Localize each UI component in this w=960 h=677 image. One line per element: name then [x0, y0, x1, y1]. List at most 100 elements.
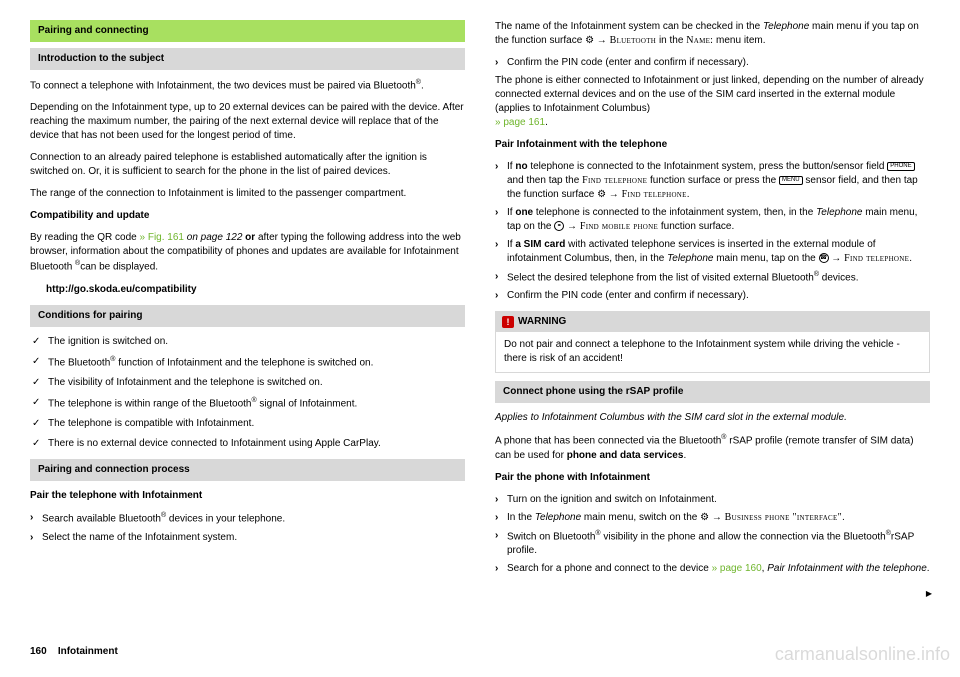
text: In the [507, 512, 535, 523]
pair-telephone-heading: Pair the telephone with Infotainment [30, 489, 465, 503]
text: phone and data services [567, 450, 684, 461]
rsap-steps: Turn on the ignition and switch on Infot… [495, 493, 930, 576]
text: a SIM card [515, 239, 565, 250]
list-item: In the Telephone main menu, switch on th… [495, 511, 930, 525]
text: → [606, 189, 622, 200]
page: Pairing and connecting Introduction to t… [30, 20, 930, 620]
intro-p4: The range of the connection to Infotainm… [30, 187, 465, 201]
rsap-pair-heading: Pair the phone with Infotainment [495, 471, 930, 485]
text: To connect a telephone with Infotainment… [30, 80, 416, 91]
text: function surface or press the [647, 175, 779, 186]
heading-conditions: Conditions for pairing [30, 305, 465, 327]
list-item: If no telephone is connected to the Info… [495, 160, 930, 202]
text: main menu, tap on the [713, 253, 818, 264]
fig-link: » Fig. 161 [140, 232, 184, 243]
gear-icon: ⚙ [597, 189, 606, 200]
text: Telephone [535, 512, 581, 523]
warning-body: Do not pair and connect a telephone to t… [496, 332, 929, 372]
text: → [594, 35, 610, 46]
phone-button-icon: PHONE [887, 162, 914, 171]
text: one [515, 207, 533, 218]
list-item: If one telephone is connected to the inf… [495, 206, 930, 234]
pair-infotainment-heading: Pair Infotainment with the telephone [495, 138, 930, 152]
rsap-p: A phone that has been connected via the … [495, 433, 930, 462]
text: main menu, switch on the [581, 512, 700, 523]
warning-box: ! WARNING Do not pair and connect a tele… [495, 311, 930, 373]
text: . [545, 117, 548, 128]
text: . [909, 253, 912, 264]
confirm-step: Confirm the PIN code (enter and confirm … [495, 56, 930, 70]
cond-item: The visibility of Infotainment and the t… [30, 376, 465, 390]
text: The Bluetooth [48, 357, 110, 368]
text: By reading the QR code [30, 232, 140, 243]
right-column: The name of the Infotainment system can … [495, 20, 930, 620]
cond-item: The telephone is compatible with Infotai… [30, 417, 465, 431]
heading-intro: Introduction to the subject [30, 48, 465, 70]
rsap-note: Applies to Infotainment Columbus with th… [495, 411, 930, 425]
list-item: Switch on Bluetooth® visibility in the p… [495, 529, 930, 558]
text: . [687, 189, 690, 200]
text: → [709, 512, 725, 523]
menu-button-icon: MENU [779, 176, 803, 185]
pair-steps: Search available Bluetooth® devices in y… [30, 511, 465, 544]
page-link: » page 161 [495, 117, 545, 128]
gear-icon: ⚙ [585, 35, 594, 46]
compat-body: By reading the QR code » Fig. 161 on pag… [30, 231, 465, 274]
text: The phone is either connected to Infotai… [495, 75, 924, 114]
text: or [242, 232, 258, 243]
cond-item: The ignition is switched on. [30, 335, 465, 349]
menu-label: Business phone "interface" [725, 512, 842, 523]
intro-p3: Connection to an already paired telephon… [30, 151, 465, 179]
text: . [842, 512, 845, 523]
text: . [683, 450, 686, 461]
handset-icon: ☎ [819, 253, 829, 263]
page-link: » page 160 [712, 563, 762, 574]
bt-icon: ⚭ [554, 221, 564, 231]
cond-item: The telephone is within range of the Blu… [30, 396, 465, 411]
page-footer: 160 Infotainment [30, 645, 118, 659]
warning-icon: ! [502, 316, 514, 328]
text: no [515, 161, 527, 172]
warning-title: WARNING [518, 315, 566, 329]
page-number: 160 [30, 646, 47, 657]
text: A phone that has been connected via the … [495, 436, 721, 447]
text: . [927, 563, 930, 574]
text: Switch on Bluetooth [507, 531, 595, 542]
text: signal of Infotainment. [257, 398, 358, 409]
watermark: carmanualsonline.info [775, 642, 950, 667]
text: Telephone [816, 207, 862, 218]
text: visibility in the phone and allow the co… [601, 531, 886, 542]
list-item: Turn on the ignition and switch on Infot… [495, 493, 930, 507]
pair-infotainment-list: If no telephone is connected to the Info… [495, 160, 930, 303]
text: Pair Infotainment with the telephone [767, 563, 927, 574]
menu-label: Bluetooth [610, 35, 657, 46]
text: devices in your telephone. [166, 514, 285, 525]
text: function surface. [658, 221, 734, 232]
heading-rsap: Connect phone using the rSAP profile [495, 381, 930, 403]
text: → [564, 221, 580, 232]
list-item: If a SIM card with activated telephone s… [495, 238, 930, 266]
menu-label: Name: [686, 35, 713, 46]
text: The name of the Infotainment system can … [495, 21, 763, 32]
menu-label: Find telephone [582, 175, 647, 186]
list-item: Search for a phone and connect to the de… [495, 562, 930, 576]
linked-p: The phone is either connected to Infotai… [495, 74, 930, 130]
cond-item: The Bluetooth® function of Infotainment … [30, 355, 465, 370]
conditions-list: The ignition is switched on. The Bluetoo… [30, 335, 465, 452]
menu-label: Find mobile phone [580, 221, 658, 232]
text: telephone is connected to the Infotainme… [528, 161, 888, 172]
list-item: Select the desired telephone from the li… [495, 270, 930, 285]
heading-process: Pairing and connection process [30, 459, 465, 481]
menu-label: Find telephone [844, 253, 909, 264]
text: can be displayed. [80, 262, 158, 273]
text: function of Infotainment and the telepho… [115, 357, 373, 368]
left-column: Pairing and connecting Introduction to t… [30, 20, 465, 620]
text: . [421, 80, 424, 91]
confirm-list: Confirm the PIN code (enter and confirm … [495, 56, 930, 70]
cond-item: There is no external device connected to… [30, 437, 465, 451]
section-name: Infotainment [58, 646, 118, 657]
continuation-icon: ▶ [926, 588, 932, 599]
text: menu item. [713, 35, 765, 46]
list-item: Confirm the PIN code (enter and confirm … [495, 289, 930, 303]
intro-p2: Depending on the Infotainment type, up t… [30, 101, 465, 143]
